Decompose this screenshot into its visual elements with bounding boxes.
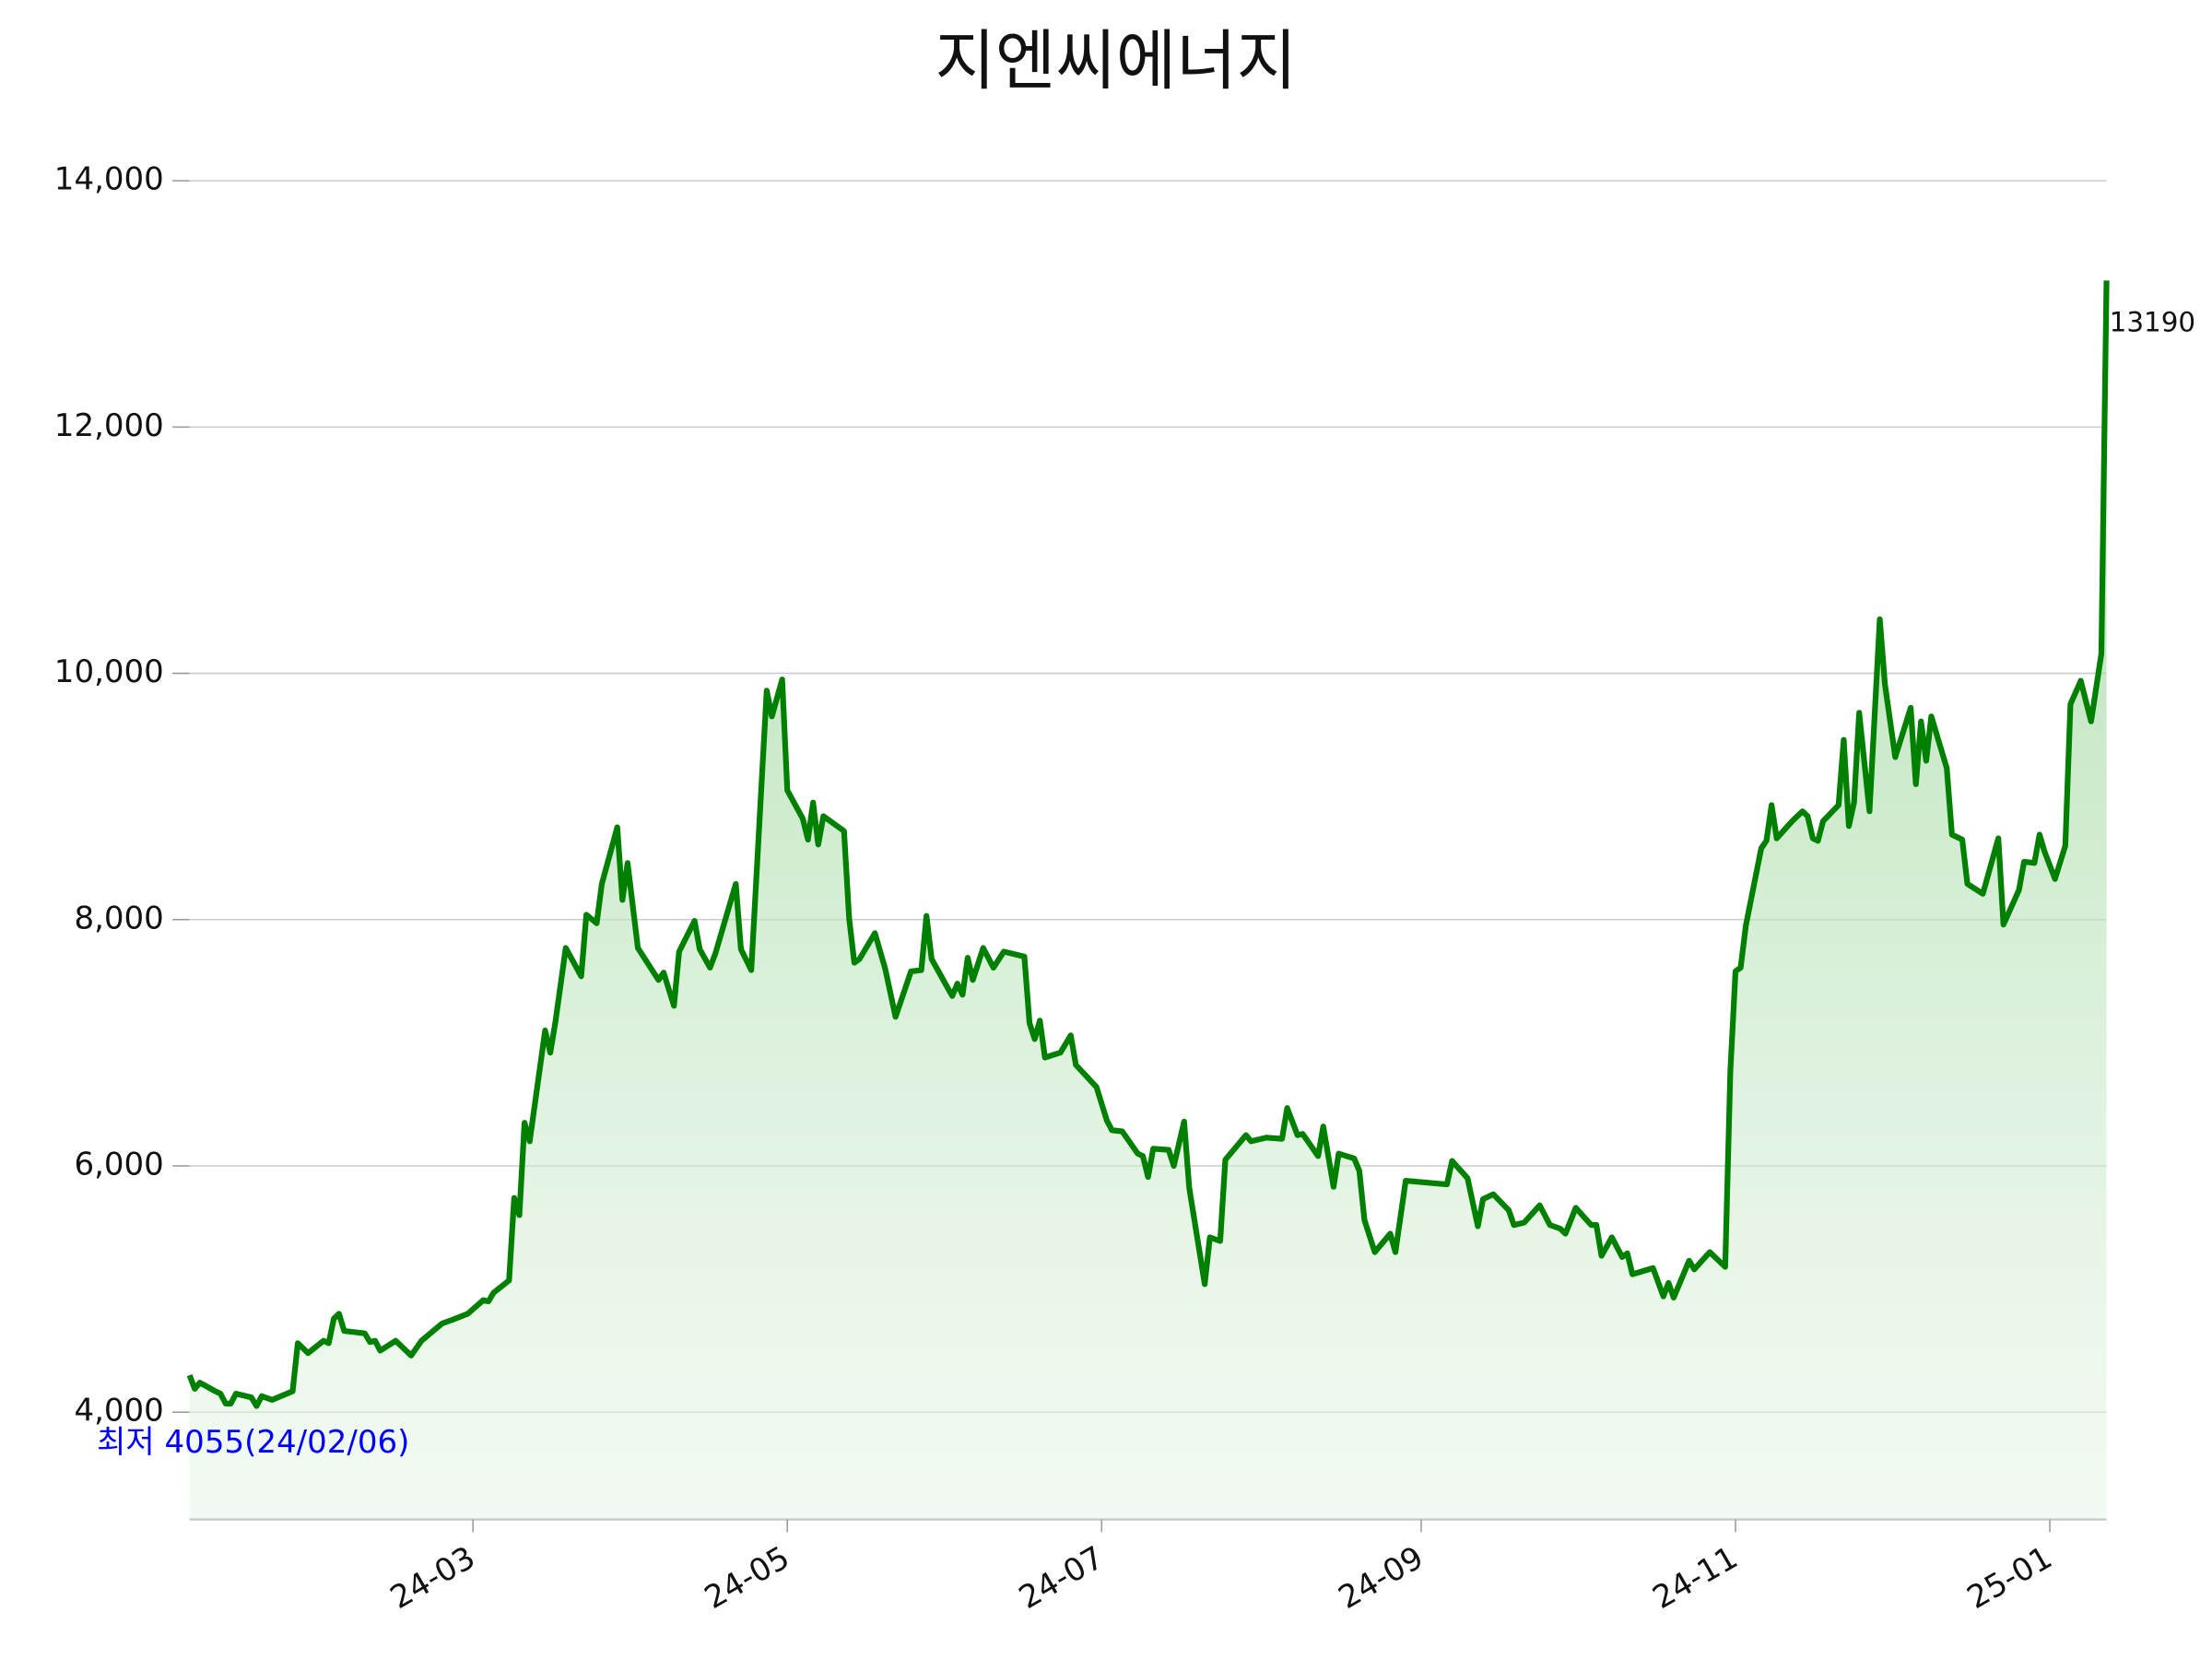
x-tick-label: 24-07 <box>1013 1539 1111 1617</box>
y-tick-label: 8,000 <box>74 900 163 936</box>
min-annotation: 최저 4055(24/02/06) <box>97 1424 409 1461</box>
y-tick-label: 6,000 <box>74 1147 163 1183</box>
x-tick-label: 24-03 <box>384 1539 482 1617</box>
x-tick-label: 24-11 <box>1647 1539 1745 1617</box>
x-tick-label: 25-01 <box>1961 1539 2059 1617</box>
y-tick-label: 10,000 <box>54 653 164 690</box>
x-tick-label: 24-09 <box>1333 1539 1430 1617</box>
y-tick-label: 12,000 <box>54 407 164 444</box>
chart-title: 지엔씨에너지 <box>935 23 1298 100</box>
last-value-label: 13190 <box>2110 306 2195 337</box>
price-line <box>186 280 2110 1409</box>
y-tick-label: 4,000 <box>74 1393 163 1430</box>
y-tick-label: 14,000 <box>54 161 164 198</box>
area-fill <box>189 280 2107 1520</box>
x-tick-label: 24-05 <box>699 1539 796 1617</box>
